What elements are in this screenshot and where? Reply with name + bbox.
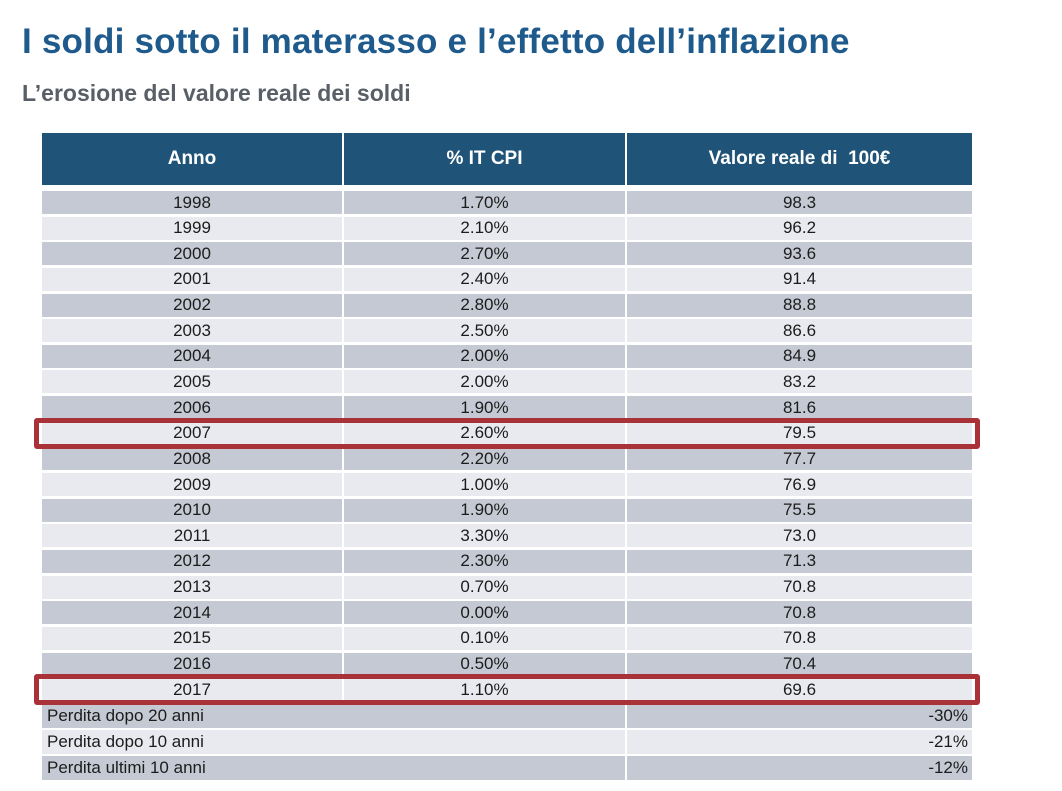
cpi-cell: 1.70% [344, 191, 625, 214]
table-header-row: Anno % IT CPI Valore reale di 100€ [42, 133, 972, 185]
real-value-cell: 70.4 [627, 652, 972, 676]
table-row: 2016 0.50% 70.4 [42, 652, 972, 676]
cpi-cell: 2.80% [344, 293, 625, 317]
table-row: 2017 1.10% 69.6 [34, 674, 980, 706]
year-cell: 1999 [42, 216, 342, 240]
year-cell: 1998 [42, 191, 342, 214]
column-header-anno: Anno [42, 133, 342, 185]
real-value-cell: 75.5 [627, 498, 972, 522]
real-value-cell: 77.7 [627, 447, 972, 471]
year-cell: 2017 [42, 678, 342, 702]
year-cell: 2011 [42, 524, 342, 548]
real-value-cell: 91.4 [627, 267, 972, 291]
cpi-cell: 1.10% [344, 678, 625, 702]
year-cell: 2004 [42, 344, 342, 368]
real-value-cell: 69.6 [627, 678, 972, 702]
table-row: 2008 2.20% 77.7 [42, 447, 972, 471]
table-row: 2015 0.10% 70.8 [42, 626, 972, 650]
cpi-cell: 1.00% [344, 473, 625, 497]
year-cell: 2007 [42, 421, 342, 445]
cpi-cell: 2.40% [344, 267, 625, 291]
summary-row: Perdita dopo 10 anni -21% [42, 730, 972, 755]
cpi-cell: 2.30% [344, 549, 625, 573]
cpi-cell: 2.10% [344, 216, 625, 240]
summary-row: Perdita ultimi 10 anni -12% [42, 756, 972, 781]
cpi-cell: 0.50% [344, 652, 625, 676]
table-body: 1998 1.70% 98.3 1999 2.10% 96.2 2000 2.70% 93.6 2… [34, 191, 980, 706]
table-summary: Perdita dopo 20 anni -30% Perdita dopo 10 … [42, 704, 972, 781]
real-value-cell: 96.2 [627, 216, 972, 240]
table-row: 2013 0.70% 70.8 [42, 575, 972, 599]
summary-label: Perdita dopo 20 anni [42, 704, 625, 729]
summary-label: Perdita ultimi 10 anni [42, 756, 625, 781]
real-value-cell: 73.0 [627, 524, 972, 548]
year-cell: 2005 [42, 370, 342, 394]
table-row: 2014 0.00% 70.8 [42, 601, 972, 625]
cpi-cell: 2.00% [344, 344, 625, 368]
real-value-cell: 84.9 [627, 344, 972, 368]
year-cell: 2010 [42, 498, 342, 522]
cpi-cell: 2.60% [344, 421, 625, 445]
summary-row: Perdita dopo 20 anni -30% [42, 704, 972, 729]
real-value-cell: 93.6 [627, 242, 972, 266]
summary-value: -12% [627, 756, 972, 781]
year-cell: 2000 [42, 242, 342, 266]
table-row: 2011 3.30% 73.0 [42, 524, 972, 548]
year-cell: 2016 [42, 652, 342, 676]
table-row: 2007 2.60% 79.5 [34, 417, 980, 449]
table-row: 2010 1.90% 75.5 [42, 498, 972, 522]
table-row: 2003 2.50% 86.6 [42, 319, 972, 343]
cpi-cell: 0.70% [344, 575, 625, 599]
inflation-table: Anno % IT CPI Valore reale di 100€ 1998 1… [34, 133, 980, 782]
cpi-cell: 3.30% [344, 524, 625, 548]
year-cell: 2013 [42, 575, 342, 599]
cpi-cell: 1.90% [344, 396, 625, 420]
real-value-cell: 88.8 [627, 293, 972, 317]
cpi-cell: 1.90% [344, 498, 625, 522]
real-value-cell: 79.5 [627, 421, 972, 445]
year-cell: 2006 [42, 396, 342, 420]
real-value-cell: 70.8 [627, 575, 972, 599]
table-row: 1999 2.10% 96.2 [42, 216, 972, 240]
cpi-cell: 0.00% [344, 601, 625, 625]
cpi-cell: 2.50% [344, 319, 625, 343]
cpi-cell: 0.10% [344, 626, 625, 650]
table-row: 2004 2.00% 84.9 [42, 344, 972, 368]
real-value-cell: 83.2 [627, 370, 972, 394]
real-value-cell: 70.8 [627, 601, 972, 625]
real-value-cell: 76.9 [627, 473, 972, 497]
cpi-cell: 2.20% [344, 447, 625, 471]
summary-value: -30% [627, 704, 972, 729]
table-row: 2002 2.80% 88.8 [42, 293, 972, 317]
cpi-cell: 2.00% [344, 370, 625, 394]
summary-value: -21% [627, 730, 972, 755]
column-header-cpi: % IT CPI [344, 133, 625, 185]
real-value-cell: 81.6 [627, 396, 972, 420]
year-cell: 2008 [42, 447, 342, 471]
real-value-cell: 71.3 [627, 549, 972, 573]
summary-label: Perdita dopo 10 anni [42, 730, 625, 755]
table-row: 2000 2.70% 93.6 [42, 242, 972, 266]
year-cell: 2009 [42, 473, 342, 497]
table-row: 2005 2.00% 83.2 [42, 370, 972, 394]
table-row: 2001 2.40% 91.4 [42, 267, 972, 291]
year-cell: 2001 [42, 267, 342, 291]
column-header-valore: Valore reale di 100€ [627, 133, 972, 185]
year-cell: 2014 [42, 601, 342, 625]
table-row: 2012 2.30% 71.3 [42, 549, 972, 573]
year-cell: 2015 [42, 626, 342, 650]
table-row: 2009 1.00% 76.9 [42, 473, 972, 497]
table-row: 1998 1.70% 98.3 [42, 191, 972, 214]
real-value-cell: 70.8 [627, 626, 972, 650]
cpi-cell: 2.70% [344, 242, 625, 266]
year-cell: 2012 [42, 549, 342, 573]
page-title: I soldi sotto il materasso e l’effetto d… [22, 22, 850, 61]
real-value-cell: 86.6 [627, 319, 972, 343]
page-subtitle: L’erosione del valore reale dei soldi [22, 80, 411, 106]
year-cell: 2003 [42, 319, 342, 343]
real-value-cell: 98.3 [627, 191, 972, 214]
table-row: 2006 1.90% 81.6 [42, 396, 972, 420]
year-cell: 2002 [42, 293, 342, 317]
